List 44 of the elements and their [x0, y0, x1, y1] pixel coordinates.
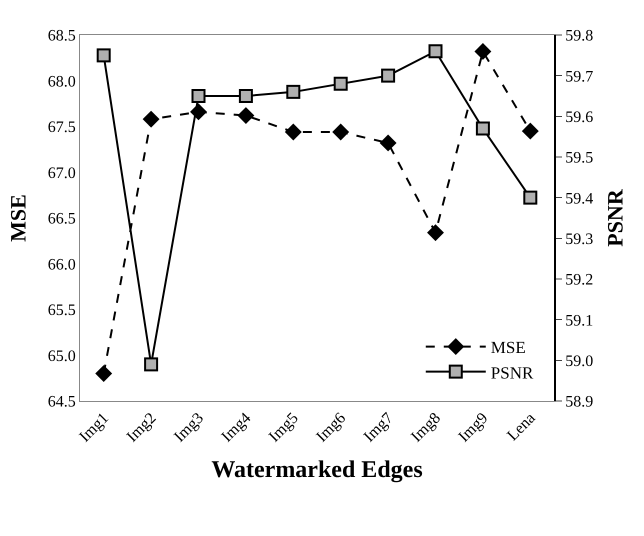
x-axis-title: Watermarked Edges: [211, 456, 423, 483]
point: [381, 68, 396, 83]
point: [284, 124, 302, 140]
y2-tick-label: 59.3: [565, 230, 594, 248]
point: [427, 224, 444, 242]
point: [95, 365, 112, 382]
point: [332, 124, 350, 140]
point: [286, 84, 300, 99]
point: [96, 48, 111, 62]
point: [474, 43, 492, 60]
y2-tick-label: 59.7: [565, 68, 594, 86]
point: [144, 357, 158, 372]
x-tick-label: Lena: [504, 410, 539, 444]
y2-tick-label: 59.6: [565, 108, 594, 126]
point: [334, 76, 348, 91]
point: [238, 89, 253, 103]
point: [428, 44, 442, 58]
point: [523, 190, 538, 205]
y2-tick-label: 59.5: [565, 150, 594, 167]
y-tick-label: 68.0: [48, 73, 76, 90]
point: [522, 122, 539, 140]
point: [142, 110, 160, 128]
y-tick-label: 65.5: [48, 302, 76, 320]
point: [237, 107, 254, 124]
point: [476, 122, 490, 136]
y-axis-title: MSE: [6, 194, 31, 242]
y2-axis-title: PSNR: [602, 188, 628, 247]
point: [380, 134, 397, 152]
y-tick-label: 66.0: [48, 256, 76, 274]
y-tick-label: 64.5: [48, 394, 76, 411]
point: [192, 89, 206, 103]
y-tick-label: 66.5: [48, 210, 76, 228]
y2-tick-label: 58.9: [565, 394, 594, 411]
y-tick-label: 67.5: [48, 119, 76, 136]
y-tick-label: 68.5: [48, 28, 76, 45]
y-tick-label: 67.0: [48, 164, 76, 182]
legend-label: PSNR: [490, 363, 534, 382]
y2-tick-label: 59.1: [565, 312, 594, 330]
legend-label: MSE: [490, 338, 526, 358]
y2-tick-label: 59.8: [565, 28, 594, 45]
y2-tick-label: 59.0: [565, 352, 594, 370]
y2-tick-label: 59.2: [565, 272, 594, 289]
y-tick-label: 65.0: [48, 348, 76, 365]
y2-tick-label: 59.4: [565, 190, 594, 208]
